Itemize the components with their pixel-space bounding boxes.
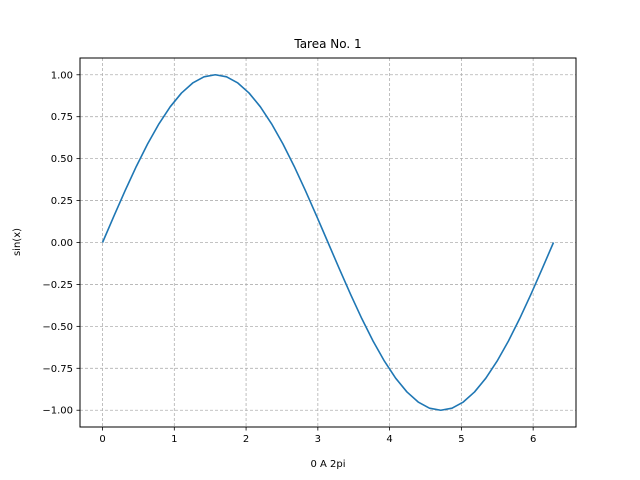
x-tick-label: 4 <box>386 434 392 445</box>
y-tick-label: −0.75 <box>42 364 73 375</box>
y-axis-label: sin(x) <box>12 228 23 256</box>
y-tick-label: 0.75 <box>51 112 73 123</box>
y-tick-label: 1.00 <box>51 70 73 81</box>
y-tick-label: −0.50 <box>42 322 73 333</box>
y-tick-label: 0.25 <box>51 196 73 207</box>
x-tick-label: 0 <box>99 434 105 445</box>
x-tick-label: 6 <box>530 434 536 445</box>
x-tick-label: 3 <box>315 434 321 445</box>
grid <box>80 58 576 427</box>
plot-area <box>101 73 555 412</box>
y-tick-label: 0.00 <box>51 238 73 249</box>
x-tick-label: 5 <box>458 434 464 445</box>
x-axis-label: 0 A 2pi <box>310 459 345 470</box>
y-tick-label: 0.50 <box>51 154 73 165</box>
x-axis-ticks: 0 1 2 3 4 5 6 <box>99 427 536 445</box>
x-tick-label: 1 <box>171 434 177 445</box>
y-tick-label: −0.25 <box>42 280 73 291</box>
x-tick-label: 2 <box>243 434 249 445</box>
y-axis-ticks: −1.00 −0.75 −0.50 −0.25 0.00 0.25 0.50 0.75 1.00 <box>42 70 80 417</box>
chart-title: Tarea No. 1 <box>293 37 361 51</box>
series-line-sin <box>101 73 555 412</box>
y-tick-label: −1.00 <box>42 406 73 417</box>
